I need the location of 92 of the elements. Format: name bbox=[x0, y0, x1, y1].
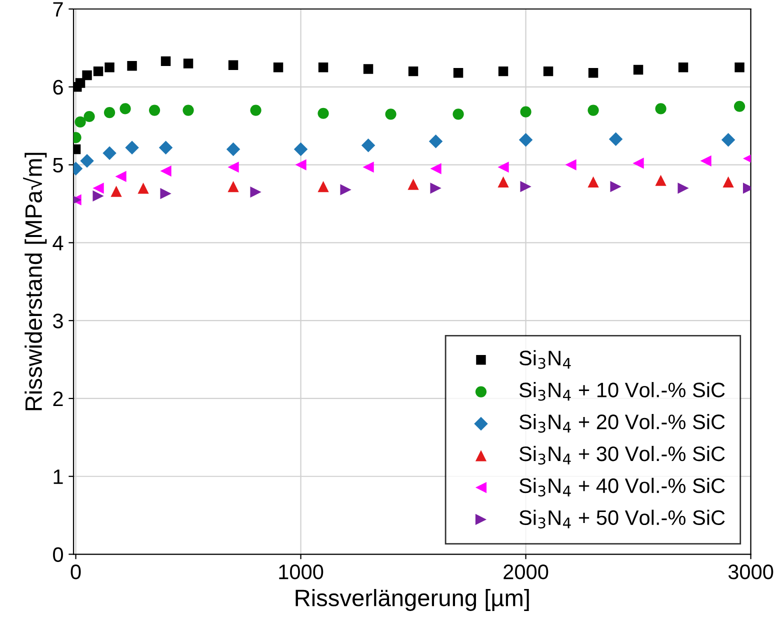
point bbox=[610, 181, 622, 192]
point bbox=[408, 66, 418, 76]
point bbox=[722, 176, 734, 188]
point bbox=[104, 107, 116, 118]
point bbox=[273, 62, 284, 72]
point bbox=[498, 66, 508, 76]
point bbox=[160, 165, 172, 177]
point bbox=[363, 64, 374, 74]
y-tick-label: 0 bbox=[53, 547, 63, 562]
legend-label: Si$_{3}$N$_{4}$ bbox=[519, 350, 571, 369]
point bbox=[102, 146, 116, 160]
point bbox=[182, 104, 194, 116]
point bbox=[295, 159, 306, 170]
point bbox=[678, 182, 689, 194]
point bbox=[633, 64, 644, 75]
point bbox=[361, 138, 376, 152]
point bbox=[453, 68, 464, 78]
point bbox=[294, 142, 308, 156]
point bbox=[228, 60, 238, 70]
point bbox=[250, 104, 262, 116]
legend-label: Si$_{3}$N$_{4}$ + 30 Vol.-% SiC bbox=[519, 446, 725, 465]
point bbox=[655, 174, 666, 186]
point bbox=[115, 170, 126, 182]
point bbox=[452, 108, 464, 120]
point bbox=[520, 181, 532, 192]
x-tick-label: 3000 bbox=[728, 564, 774, 580]
point bbox=[84, 110, 95, 122]
point bbox=[588, 176, 599, 188]
point bbox=[428, 134, 443, 148]
point bbox=[250, 186, 262, 198]
point bbox=[608, 132, 623, 146]
point bbox=[80, 154, 94, 168]
y-tick-label: 7 bbox=[53, 2, 63, 17]
point bbox=[120, 103, 131, 114]
point bbox=[158, 140, 173, 155]
point bbox=[498, 162, 509, 173]
point bbox=[228, 162, 239, 173]
point bbox=[385, 108, 396, 120]
point bbox=[226, 142, 240, 156]
point bbox=[148, 104, 160, 116]
y-tick-label: 4 bbox=[52, 236, 64, 250]
point bbox=[543, 66, 554, 76]
y-tick-label: 5 bbox=[53, 158, 63, 173]
point bbox=[588, 68, 598, 78]
point bbox=[104, 62, 114, 72]
y-tick-label: 2 bbox=[53, 391, 63, 406]
x-tick-label: 0 bbox=[70, 564, 81, 580]
point bbox=[588, 104, 599, 116]
point bbox=[160, 188, 172, 200]
point bbox=[82, 70, 92, 80]
y-axis-title: Risswiderstand [MPa√m] bbox=[23, 152, 47, 410]
point bbox=[362, 162, 374, 173]
x-tick-label: 1000 bbox=[279, 564, 324, 580]
point bbox=[632, 158, 644, 169]
x-tick-label: 2000 bbox=[504, 564, 548, 580]
point bbox=[160, 56, 171, 66]
point bbox=[138, 182, 149, 194]
point bbox=[518, 132, 533, 147]
y-tick-label: 6 bbox=[53, 80, 63, 95]
point bbox=[318, 181, 329, 192]
point bbox=[183, 58, 194, 68]
point bbox=[734, 100, 746, 112]
point bbox=[92, 190, 104, 202]
point bbox=[340, 184, 352, 196]
point bbox=[498, 176, 509, 188]
point bbox=[678, 62, 688, 72]
point bbox=[430, 182, 442, 194]
y-tick-label: 1 bbox=[54, 470, 63, 484]
point bbox=[430, 163, 442, 174]
point bbox=[92, 182, 104, 194]
point bbox=[408, 178, 419, 190]
legend-label: Si$_{3}$N$_{4}$ + 40 Vol.-% SiC bbox=[519, 478, 725, 497]
legend-label: Si$_{3}$N$_{4}$ + 50 Vol.-% SiC bbox=[519, 510, 725, 528]
x-axis-title: Rissverlängerung [µm] bbox=[296, 588, 529, 611]
point bbox=[318, 62, 328, 72]
point bbox=[318, 108, 329, 119]
point bbox=[127, 61, 137, 71]
point bbox=[565, 159, 576, 170]
point bbox=[93, 66, 104, 76]
legend-label: Si$_{3}$N$_{4}$ + 10 Vol.-% SiC bbox=[519, 382, 725, 401]
point bbox=[655, 103, 666, 114]
legend-label: Si$_{3}$N$_{4}$ + 20 Vol.-% SiC bbox=[519, 414, 725, 433]
point bbox=[110, 186, 122, 197]
point bbox=[75, 78, 86, 88]
point bbox=[734, 62, 744, 72]
point bbox=[74, 116, 86, 128]
point bbox=[125, 140, 139, 155]
point bbox=[520, 106, 532, 118]
point bbox=[228, 181, 239, 192]
y-tick-label: 3 bbox=[53, 314, 63, 328]
point bbox=[700, 155, 712, 166]
point bbox=[721, 132, 736, 147]
